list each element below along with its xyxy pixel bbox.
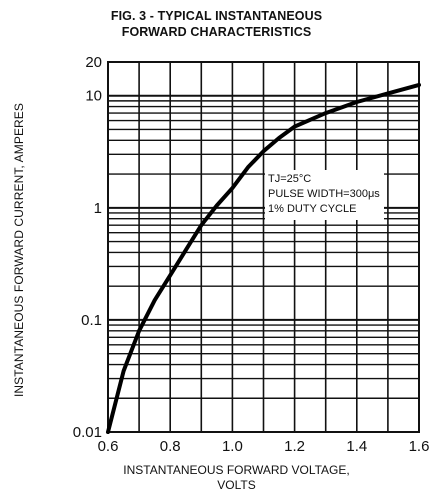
chart-title-line-2: FORWARD CHARACTERISTICS — [121, 25, 312, 39]
test-conditions-annotation: TJ=25°C PULSE WIDTH=300μs 1% DUTY CYCLE — [265, 170, 384, 220]
x-tick-label: 0.6 — [98, 438, 119, 455]
chart-title: FIG. 3 - TYPICAL INSTANTANEOUS FORWARD C… — [0, 8, 433, 40]
y-tick-label: 20 — [85, 54, 102, 71]
y-tick-label: 0.01 — [73, 424, 102, 441]
annotation-line-1: TJ=25°C — [268, 173, 312, 185]
x-axis-label: INSTANTANEOUS FORWARD VOLTAGE, VOLTS — [0, 463, 433, 493]
plot-frame — [107, 61, 420, 433]
y-tick-label: 1 — [94, 200, 102, 217]
chart-title-line-1: FIG. 3 - TYPICAL INSTANTANEOUS — [110, 9, 323, 23]
x-tick-label: 1.6 — [409, 438, 430, 455]
x-axis-label-line-2: VOLTS — [217, 478, 256, 492]
y-tick-label: 10 — [85, 88, 102, 105]
series-line — [106, 82, 421, 434]
y-tick-label: 0.1 — [81, 312, 102, 329]
annotation-line-2: PULSE WIDTH=300μs — [268, 188, 380, 200]
x-axis-label-line-1: INSTANTANEOUS FORWARD VOLTAGE, — [123, 463, 350, 477]
x-tick-label: 0.8 — [160, 438, 181, 455]
annotation-line-3: 1% DUTY CYCLE — [268, 203, 357, 215]
x-tick-label: 1.2 — [284, 438, 305, 455]
x-tick-label: 1.0 — [222, 438, 243, 455]
grid-lines — [108, 62, 419, 432]
x-tick-labels: 0.6 0.8 1.0 1.2 1.4 1.6 — [98, 438, 430, 455]
x-tick-label: 1.4 — [346, 438, 367, 455]
y-tick-labels: 0.01 0.1 1 10 20 — [73, 54, 102, 441]
